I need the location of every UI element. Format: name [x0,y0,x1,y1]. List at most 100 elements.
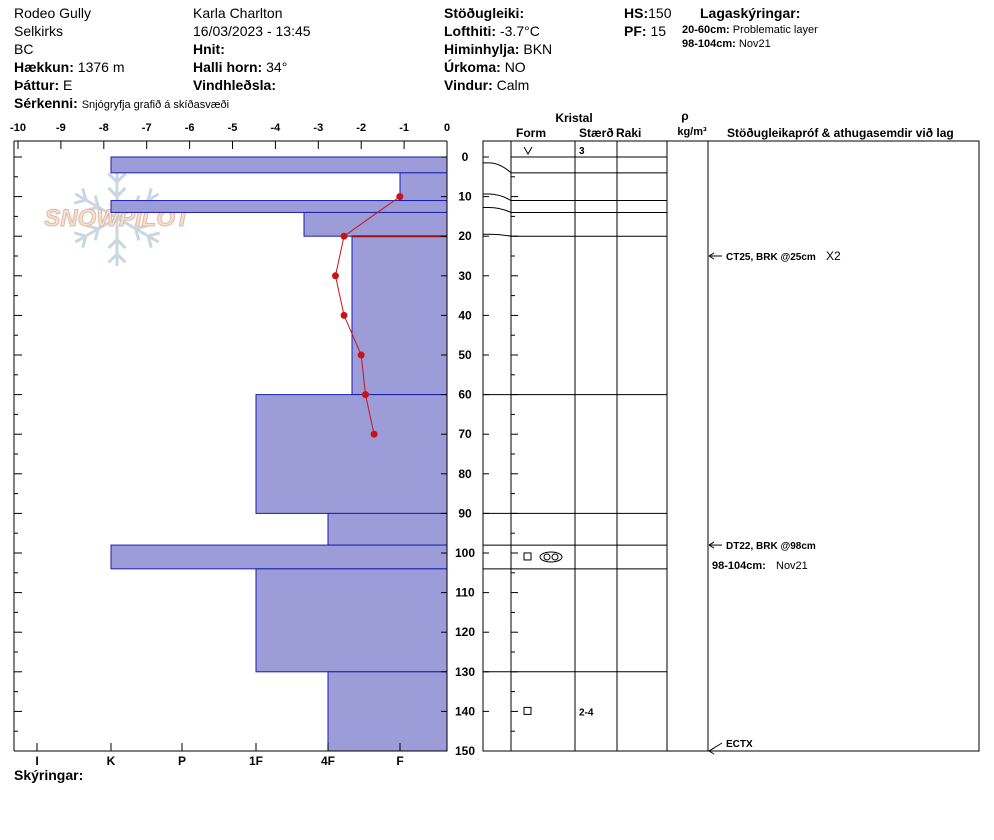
hardness-tick-label: K [107,754,116,768]
observer-name: Karla Charlton [193,5,283,21]
hs-row: HS:150 [624,4,671,22]
hardness-tick-label: 4F [321,754,335,768]
hardness-layer-bar [110,156,448,174]
depth-tick-label: 20 [458,229,472,243]
temp-tick-label: -8 [99,122,109,134]
air-temp-row: Lofthiti: -3.7°C [444,22,540,40]
layer-note-2: 98-104cm: Nov21 [682,37,771,51]
crystal-size: 3 [579,146,585,157]
hs-label: HS: [624,5,649,21]
layer-comment-range: 98-104cm: [712,560,766,572]
depth-tick-label: 150 [455,744,475,758]
sky-value: BKN [523,41,553,57]
snowflake-branch [107,186,119,198]
hardness-layer-bar [303,211,448,237]
range-name: Selkirks [14,23,64,39]
depth-tick-label: 30 [458,269,472,283]
aspect-value: E [63,77,73,93]
sky-label: Himinhylja: [444,41,520,57]
size-header: Stærð [579,126,614,140]
test-label: DT22, BRK @98cm [726,541,816,552]
hardness-layers [110,156,448,752]
layer-note-text: Nov21 [738,38,771,50]
hardness-tick-label: I [35,754,38,768]
depth-tick-label: 70 [458,427,472,441]
snowflake-branch [86,205,99,212]
density-symbol: ρ [681,109,688,123]
snowflake-arm [74,192,118,220]
depth-tick-label: 110 [455,586,475,600]
elevation-row: Hækkun: 1376 m [14,58,125,76]
observation-datetime: 16/03/2023 - 13:45 [193,23,311,39]
temp-tick-label: -1 [399,122,409,134]
slope-row: Halli horn: 34° [193,58,287,76]
pf-row: PF: 15 [624,22,666,40]
snowflake-branch [93,228,100,241]
elevation-label: Hækkun: [14,59,74,75]
crystal-form-depth-hoar [539,551,563,563]
snowpilot-watermark: SNOWPILOT [44,170,193,266]
crystal-form-faceted [523,552,532,561]
precip-row: Úrkoma: NO [444,58,526,76]
test-label: ECTX [726,739,753,750]
crystal-form-faceted [523,706,532,715]
temperature-point [331,272,339,280]
crystal-form-ring [543,553,551,561]
precip-label: Úrkoma: [444,59,501,75]
temperature-point [357,351,365,359]
form-header: Form [516,126,546,140]
snowflake-branch [115,186,127,198]
axes: -10 -9 -8 -7 -6 -5 -4 -3 -2 -1 0I K P 1F 4F F0102030405… [10,122,518,768]
moisture-header: Raki [616,126,641,140]
test-extra: X2 [826,249,841,263]
layer-note-1: 20-60cm: Problematic layer [682,23,818,37]
wind-value: Calm [496,77,530,93]
hardness-layer-bar [399,172,448,202]
test-arrowhead [708,541,715,549]
snowflake-branch [86,224,99,231]
snowflake-branch [93,195,100,208]
depth-tick-label: 100 [455,546,475,560]
crystal-form-ring [551,553,559,561]
tests-header: Stöðugleikapróf & athugasemdir við lag [727,126,954,140]
snowflake-arm [74,216,118,244]
air-temp-value: -3.7°C [499,23,540,39]
layer-comment-text: Nov21 [776,560,808,572]
annotations: 3 2-4 CT25, BRK @25cm X2 DT22, BRK @98cm ECTX… [523,146,841,755]
temp-tick-label: 0 [444,122,450,134]
stability-label: Stöðugleiki: [444,5,525,21]
layer-notes-title: Lagaskýringar: [700,5,801,21]
layer-note-depth: 98-104cm: [682,38,736,50]
depth-tick-label: 50 [458,348,472,362]
test-arrowhead [708,747,715,755]
hardness-tick-label: F [396,754,403,768]
snowflake-branch [107,172,119,184]
snowflake-branch [134,228,141,241]
crystal-form-surface-hoar [523,146,533,156]
snowflake-branch [107,238,119,250]
snowflake-arm [116,216,160,244]
temperature-point [370,430,378,438]
location-name: Rodeo Gully [14,5,92,21]
depth-tick-label: 0 [462,150,469,164]
depth-tick-label: 120 [455,625,475,639]
snowflake-branch [73,231,87,238]
snowflake-branch [135,224,148,231]
hardness-layer-bar [327,671,448,752]
snowflake-branch [115,238,127,250]
temperature-point [340,232,348,240]
elevation-value: 1376 m [77,59,125,75]
depth-tick-label: 130 [455,665,475,679]
slope-value: 34° [266,59,288,75]
snowflake-branch [115,172,127,184]
wind-label: Vindur: [444,77,493,93]
pf-label: PF: [624,23,647,39]
temperature-point [340,311,348,319]
layer-boundary-line [483,193,667,202]
table-frame [482,140,980,752]
layer-table [482,140,980,752]
snowflake-branch [107,252,119,264]
column-labels: Kristal Form Stærð Raki ρ kg/m³ Stöðugle… [516,109,954,140]
depth-tick-label: 40 [458,308,472,322]
sky-row: Himinhylja: BKN [444,40,552,58]
